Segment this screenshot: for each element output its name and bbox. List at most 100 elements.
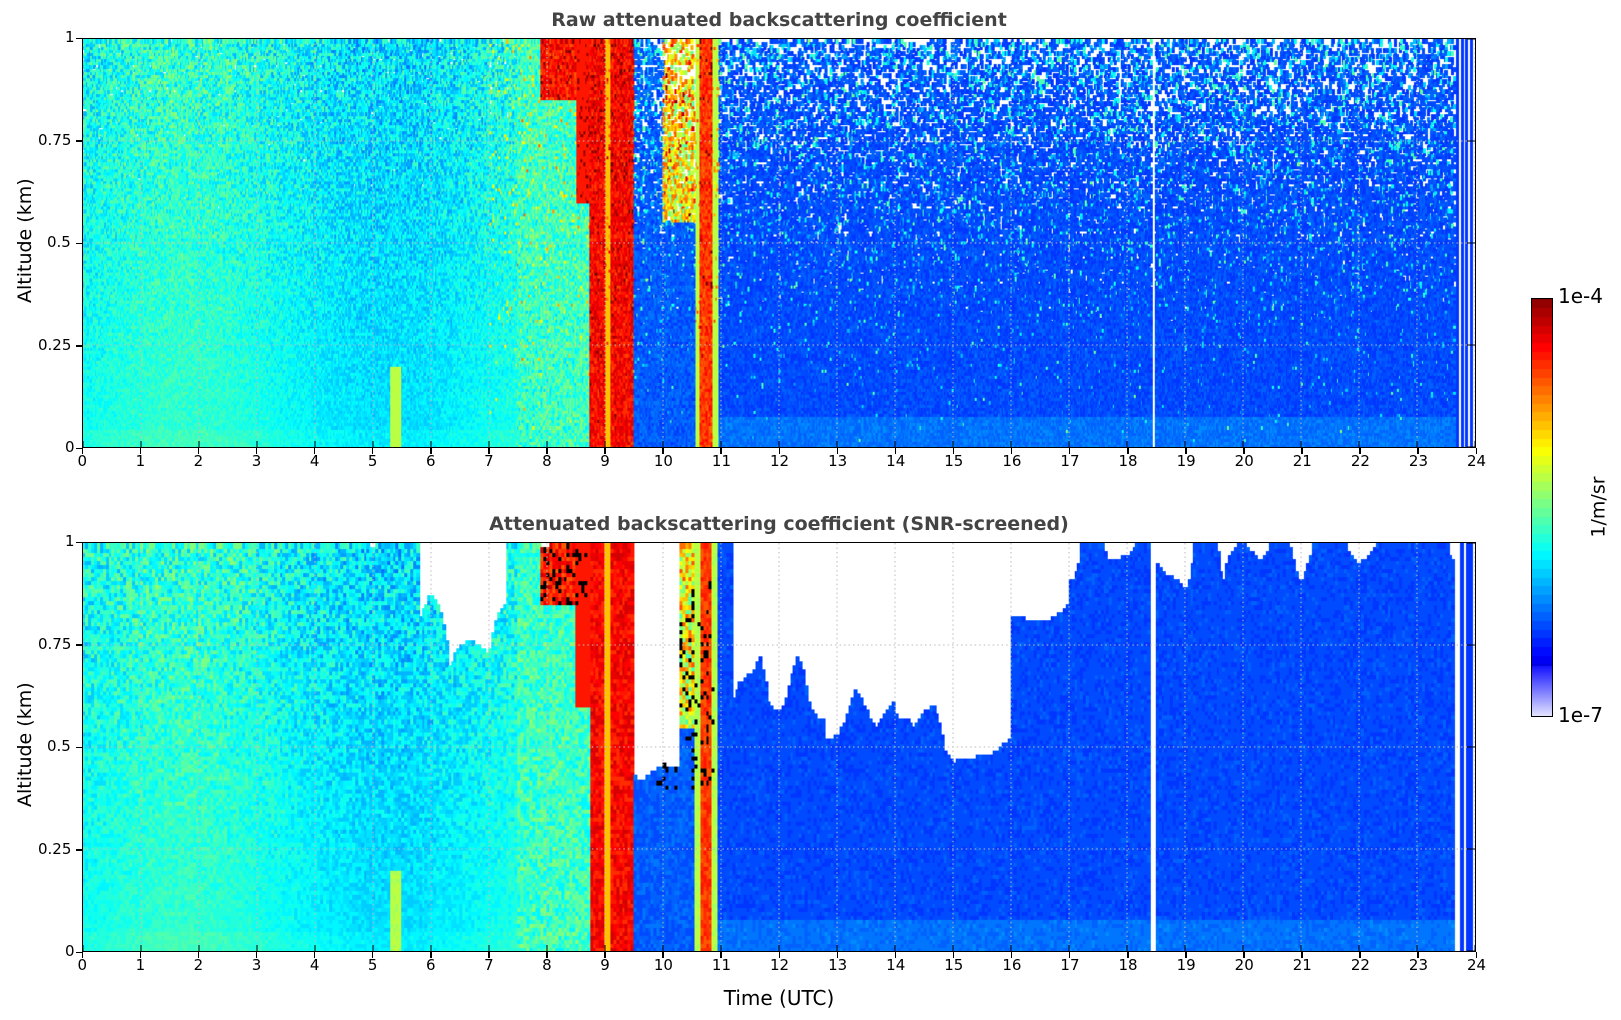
x-tick-outer (255, 952, 258, 958)
x-tick-outer (1243, 952, 1245, 958)
y-tick-label: 0.5 (47, 233, 71, 251)
x-tick-label: 15 (944, 452, 964, 470)
x-tick-label: 5 (367, 956, 378, 974)
y-tick-label: 0.75 (38, 130, 72, 149)
x-tick-outer (836, 448, 839, 454)
x-tick-label: 11 (711, 452, 731, 470)
x-tick-outer (197, 448, 200, 454)
x-axis-label: Time (UTC) (723, 986, 835, 1010)
x-tick-label: 18 (1118, 956, 1138, 974)
x-tick-outer (488, 952, 490, 958)
x-tick-outer (1301, 952, 1303, 958)
x-tick-outer (488, 448, 490, 454)
top-heatmap-axes (82, 38, 1476, 448)
x-tick-outer (894, 952, 897, 958)
y-tick-outer (76, 849, 82, 851)
x-tick-label: 15 (944, 956, 964, 974)
x-tick-outer (894, 448, 897, 454)
bottom-plot-title: Attenuated backscattering coefficient (S… (489, 513, 1069, 535)
x-tick-label: 1 (135, 452, 146, 470)
y-tick-label: 0 (65, 438, 75, 456)
x-tick-label: 13 (828, 452, 848, 470)
x-tick-label: 9 (600, 956, 610, 974)
x-tick-outer (720, 448, 722, 454)
top-plot-title: Raw attenuated backscattering coefficien… (551, 9, 1007, 31)
top-ylabel: Altitude (km) (14, 178, 36, 303)
x-tick-label: 13 (828, 956, 848, 974)
x-tick-label: 14 (886, 956, 906, 974)
x-tick-outer (546, 448, 548, 454)
x-tick-label: 2 (193, 956, 204, 974)
colorbar-gradient (1532, 299, 1552, 716)
x-tick-outer (313, 448, 316, 454)
y-tick-outer (76, 644, 82, 646)
x-tick-outer (430, 448, 432, 454)
x-tick-outer (255, 448, 258, 454)
x-tick-label: 3 (251, 452, 262, 470)
x-tick-outer (546, 952, 548, 958)
colorbar-min-label: 1e-7 (1558, 703, 1603, 727)
x-tick-label: 24 (1467, 956, 1487, 974)
y-tick-outer (76, 242, 82, 244)
x-tick-label: 11 (711, 956, 731, 974)
x-tick-outer (1185, 448, 1187, 454)
top-grid (83, 39, 1475, 447)
x-tick-label: 6 (426, 956, 436, 974)
x-tick-label: 23 (1408, 956, 1428, 974)
x-tick-label: 3 (251, 956, 262, 974)
x-tick-label: 9 (600, 452, 610, 470)
x-tick-label: 19 (1176, 452, 1196, 470)
x-tick-label: 22 (1350, 452, 1370, 470)
y-tick-outer (76, 447, 82, 449)
x-tick-outer (313, 952, 316, 958)
x-tick-label: 18 (1118, 452, 1138, 470)
x-tick-outer (197, 952, 200, 958)
y-tick-outer (76, 951, 82, 953)
x-tick-outer (952, 952, 955, 958)
x-tick-outer (139, 448, 142, 454)
x-tick-outer (1243, 448, 1245, 454)
x-tick-outer (1010, 448, 1013, 454)
y-tick-outer (76, 37, 82, 39)
y-tick-label: 0.5 (47, 737, 71, 755)
x-tick-outer (1185, 952, 1187, 958)
x-tick-label: 8 (542, 956, 552, 974)
x-tick-label: 21 (1292, 452, 1312, 470)
x-tick-outer (1301, 448, 1303, 454)
x-tick-outer (662, 448, 664, 454)
y-tick-label: 0.75 (38, 634, 72, 653)
y-tick-outer (76, 140, 82, 142)
x-tick-outer (1010, 952, 1013, 958)
x-tick-label: 17 (1060, 452, 1080, 470)
y-tick-outer (76, 345, 82, 347)
x-tick-label: 21 (1292, 956, 1312, 974)
x-tick-outer (371, 952, 374, 958)
y-tick-outer (76, 541, 82, 543)
x-tick-outer (430, 952, 432, 958)
x-tick-label: 7 (484, 452, 494, 470)
x-tick-label: 0 (77, 956, 88, 974)
x-tick-label: 6 (426, 452, 436, 470)
x-tick-outer (1475, 448, 1477, 454)
x-tick-label: 8 (542, 452, 552, 470)
x-tick-outer (1127, 952, 1129, 958)
x-tick-outer (952, 448, 955, 454)
x-tick-label: 22 (1350, 956, 1370, 974)
x-tick-label: 7 (484, 956, 494, 974)
x-tick-outer (81, 952, 83, 958)
x-tick-outer (1068, 448, 1071, 454)
x-tick-label: 10 (653, 956, 673, 974)
y-tick-label: 1 (65, 532, 75, 550)
y-tick-label: 1 (65, 28, 75, 46)
x-tick-outer (604, 952, 606, 958)
x-tick-label: 24 (1467, 452, 1487, 470)
colorbar (1531, 298, 1553, 717)
bottom-grid (83, 543, 1475, 951)
x-tick-label: 17 (1060, 956, 1080, 974)
x-tick-outer (1127, 448, 1129, 454)
y-tick-label: 0.25 (38, 335, 72, 354)
x-tick-label: 4 (309, 452, 320, 470)
y-tick-outer (76, 746, 82, 748)
bottom-ylabel: Altitude (km) (14, 682, 36, 807)
x-tick-label: 19 (1176, 956, 1196, 974)
